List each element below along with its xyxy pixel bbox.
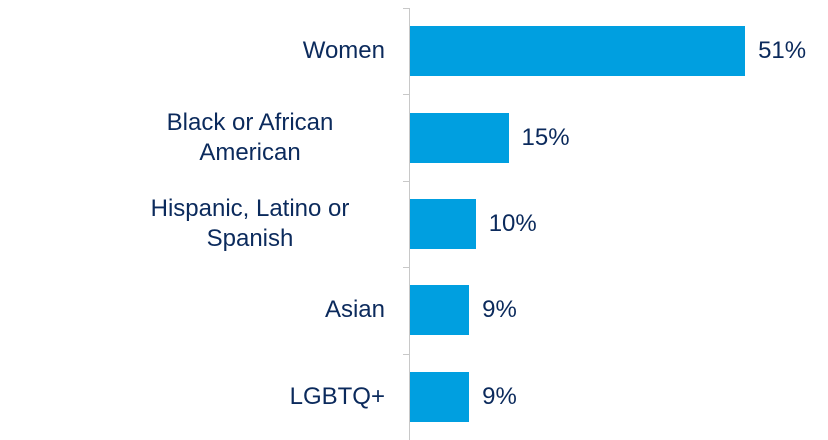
category-text: Black or African American xyxy=(166,108,334,166)
value-label: 9% xyxy=(482,382,517,410)
bar xyxy=(410,199,476,249)
axis-line xyxy=(409,8,410,440)
value-label: 9% xyxy=(482,296,517,324)
category-text: LGBTQ+ xyxy=(289,382,385,410)
tick-mark xyxy=(403,8,410,9)
value-label: 51% xyxy=(758,37,807,65)
value-label: 10% xyxy=(488,210,537,237)
value-label: 15% xyxy=(521,123,570,151)
tick-mark xyxy=(403,180,410,182)
category-label: Black or African American xyxy=(0,98,385,178)
category-label: Asian xyxy=(0,270,385,350)
bar xyxy=(410,285,470,336)
bar xyxy=(410,26,746,77)
category-text: Women xyxy=(302,37,385,65)
tick-mark xyxy=(403,267,410,269)
bar xyxy=(410,112,509,163)
category-label: LGBTQ+ xyxy=(0,357,385,437)
bar xyxy=(410,371,470,422)
category-text: Hispanic, Latino or Spanish xyxy=(150,195,350,252)
category-label: Hispanic, Latino or Spanish xyxy=(0,184,385,264)
category-text: Asian xyxy=(324,296,385,324)
category-label: Women xyxy=(0,11,385,91)
tick-mark xyxy=(403,353,410,355)
tick-mark xyxy=(403,94,410,96)
